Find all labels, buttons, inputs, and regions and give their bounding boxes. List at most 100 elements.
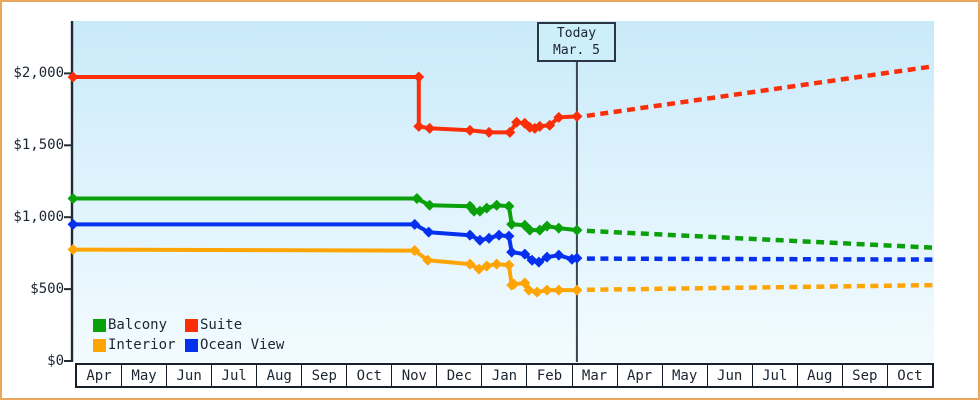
series-line-ocean-view <box>73 222 578 265</box>
data-point-balcony <box>524 224 536 236</box>
data-point-balcony <box>541 220 553 232</box>
data-point-balcony <box>411 193 423 205</box>
chart-legend: Balcony Suite Interior Ocean View <box>93 315 284 355</box>
data-point-suite <box>571 110 583 122</box>
data-point-balcony <box>468 205 480 217</box>
data-point-interior <box>508 278 520 290</box>
x-axis-month-cell: Dec <box>437 365 483 386</box>
data-point-suite <box>413 120 425 132</box>
data-point-balcony <box>534 224 546 236</box>
y-axis-tick-label: $500 <box>30 281 64 298</box>
data-point-suite <box>483 126 495 138</box>
data-point-interior <box>503 259 515 271</box>
interior-color-swatch <box>93 338 106 352</box>
x-axis-month-cell: Jul <box>212 365 258 386</box>
x-axis-month-cell: Jun <box>167 365 213 386</box>
data-point-suite <box>511 116 523 128</box>
x-axis-month-cell: Mar <box>573 365 618 386</box>
data-point-suite <box>504 126 516 138</box>
data-point-interior <box>523 284 535 296</box>
x-axis-month-cell: Feb <box>527 365 573 386</box>
x-axis-month-cell: May <box>663 365 708 386</box>
data-point-suite <box>534 120 546 132</box>
data-point-interior <box>553 284 565 296</box>
legend-row: Interior Ocean View <box>93 335 284 355</box>
y-axis-tick-label: $0 <box>47 353 64 369</box>
data-point-interior <box>491 258 503 270</box>
x-axis-month-cell: Oct <box>347 365 393 386</box>
series-line-balcony <box>73 196 578 233</box>
x-axis-month-cell: May <box>122 365 168 386</box>
data-point-suite <box>413 71 425 83</box>
legend-item-balcony: Balcony <box>93 317 185 333</box>
data-point-interior <box>422 254 434 266</box>
today-marker-label: Today Mar. 5 <box>537 22 616 62</box>
data-point-ocean-view <box>503 230 515 242</box>
series-projection-ocean-view <box>586 256 935 262</box>
y-axis-tick-label: $2,000 <box>13 65 64 82</box>
ocean-view-color-swatch <box>185 338 198 352</box>
data-point-balcony <box>506 218 518 230</box>
x-axis-month-cell: Apr <box>618 365 663 386</box>
data-point-interior <box>409 245 421 257</box>
data-point-interior <box>481 260 493 272</box>
data-point-ocean-view <box>533 256 545 268</box>
data-point-balcony <box>424 199 436 211</box>
data-point-suite <box>464 124 476 136</box>
data-point-suite <box>544 119 556 131</box>
x-axis-month-cell: Aug <box>257 365 303 386</box>
data-point-balcony <box>481 202 493 214</box>
y-axis-tick-label: $1,000 <box>13 209 64 226</box>
data-point-interior <box>67 244 79 256</box>
data-point-ocean-view <box>493 229 505 241</box>
data-point-ocean-view <box>409 218 421 230</box>
legend-item-ocean-view: Ocean View <box>185 337 284 353</box>
y-axis-tick-label: $1,500 <box>13 137 64 154</box>
data-point-ocean-view <box>571 252 583 264</box>
data-point-interior <box>541 284 553 296</box>
legend-label: Suite <box>200 317 243 333</box>
data-point-suite <box>67 71 79 83</box>
data-point-ocean-view <box>483 232 495 244</box>
legend-label: Interior <box>108 337 176 353</box>
legend-item-suite: Suite <box>185 317 242 333</box>
data-point-balcony <box>503 200 515 212</box>
x-axis-month-cell: Apr <box>77 365 123 386</box>
x-axis-month-cell: Jan <box>482 365 528 386</box>
x-axis-month-cell: Oct <box>897 367 923 384</box>
data-point-ocean-view <box>464 229 476 241</box>
data-point-interior <box>519 277 531 289</box>
series-projection-suite <box>586 63 935 119</box>
legend-item-interior: Interior <box>93 337 185 353</box>
suite-color-swatch <box>185 318 198 332</box>
today-label: Today <box>556 26 597 41</box>
series-projection-balcony <box>586 228 935 250</box>
data-point-ocean-view <box>423 226 435 238</box>
data-point-interior <box>464 258 476 270</box>
today-date: Mar. 5 <box>553 43 600 58</box>
legend-label: Balcony <box>108 317 168 333</box>
x-axis-month-cell: Nov <box>392 365 438 386</box>
series-line-suite <box>73 75 578 135</box>
x-axis-month-cell: Sep <box>302 365 348 386</box>
data-point-interior <box>531 286 543 298</box>
data-point-ocean-view <box>506 246 518 258</box>
series-projection-interior <box>586 282 935 293</box>
data-point-ocean-view <box>541 251 553 263</box>
x-axis-month-strip: Apr May Jun Jul Aug Sep Oct Nov Dec Jan Feb Mar Apr M… <box>75 363 934 388</box>
data-point-interior <box>571 284 583 296</box>
x-axis-month-cell: Jun <box>708 365 753 386</box>
data-point-ocean-view <box>519 248 531 260</box>
balcony-color-swatch <box>93 318 106 332</box>
data-point-ocean-view <box>474 234 486 246</box>
data-point-balcony <box>553 222 565 234</box>
data-point-balcony <box>67 193 79 205</box>
legend-row: Balcony Suite <box>93 315 284 335</box>
x-axis-month-cell: Sep <box>843 365 888 386</box>
data-point-ocean-view <box>553 249 565 261</box>
x-axis-month-cell: Aug <box>798 365 843 386</box>
data-point-balcony <box>491 199 503 211</box>
x-axis-month-cell: Jul <box>753 365 798 386</box>
